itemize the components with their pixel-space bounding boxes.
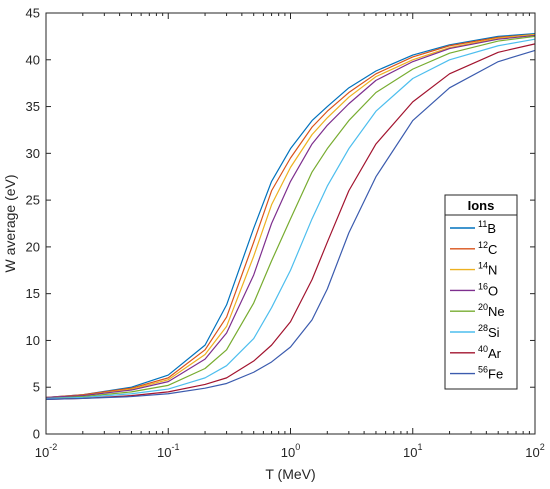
x-axis-title: T (MeV)	[265, 466, 315, 482]
series-line-o	[45, 34, 536, 399]
x-tick-label: 10-1	[157, 442, 179, 460]
x-tick-label: 101	[403, 442, 422, 460]
y-tick-label: 20	[26, 239, 40, 254]
series-line-n	[45, 33, 536, 399]
y-tick-label: 25	[26, 193, 40, 208]
legend-label-ne: 20Ne	[478, 302, 505, 319]
y-tick-label: 40	[26, 52, 40, 67]
legend-label-o: 16O	[478, 281, 498, 298]
y-tick-label: 30	[26, 146, 40, 161]
legend-title: Ions	[468, 198, 495, 213]
series-line-si	[45, 38, 536, 400]
series-line-ar	[45, 43, 536, 400]
y-tick-label: 45	[26, 6, 40, 21]
series-line-c	[45, 33, 536, 399]
series-line-b	[45, 32, 536, 399]
legend: Ions 11B 12C 14N 16O 20Ne 28Si 40Ar 56Fe	[444, 194, 518, 390]
series-layer	[45, 32, 536, 400]
x-tick-label: 102	[525, 442, 544, 460]
x-tick-label: 100	[281, 442, 300, 460]
legend-label-n: 14N	[478, 261, 497, 278]
legend-label-c: 12C	[478, 240, 497, 257]
legend-label-fe: 56Fe	[478, 365, 503, 382]
y-axis-title: W average (eV)	[2, 174, 18, 272]
series-line-ne	[45, 35, 536, 400]
legend-label-si: 28Si	[478, 323, 500, 340]
series-line-fe	[45, 49, 536, 400]
y-tick-label: 15	[26, 286, 40, 301]
tick-labels: 0 5 10 15 20 25 30 35 40 45 10-2 10-1 100 101 102	[26, 6, 545, 461]
axes-layer	[45, 12, 536, 435]
y-tick-label: 5	[33, 380, 40, 395]
legend-label-ar: 40Ar	[478, 344, 502, 361]
legend-label-b: 11B	[478, 219, 496, 236]
y-tick-label: 0	[33, 427, 40, 442]
x-tick-label: 10-2	[35, 442, 57, 460]
y-tick-label: 35	[26, 99, 40, 114]
y-tick-label: 10	[26, 333, 40, 348]
